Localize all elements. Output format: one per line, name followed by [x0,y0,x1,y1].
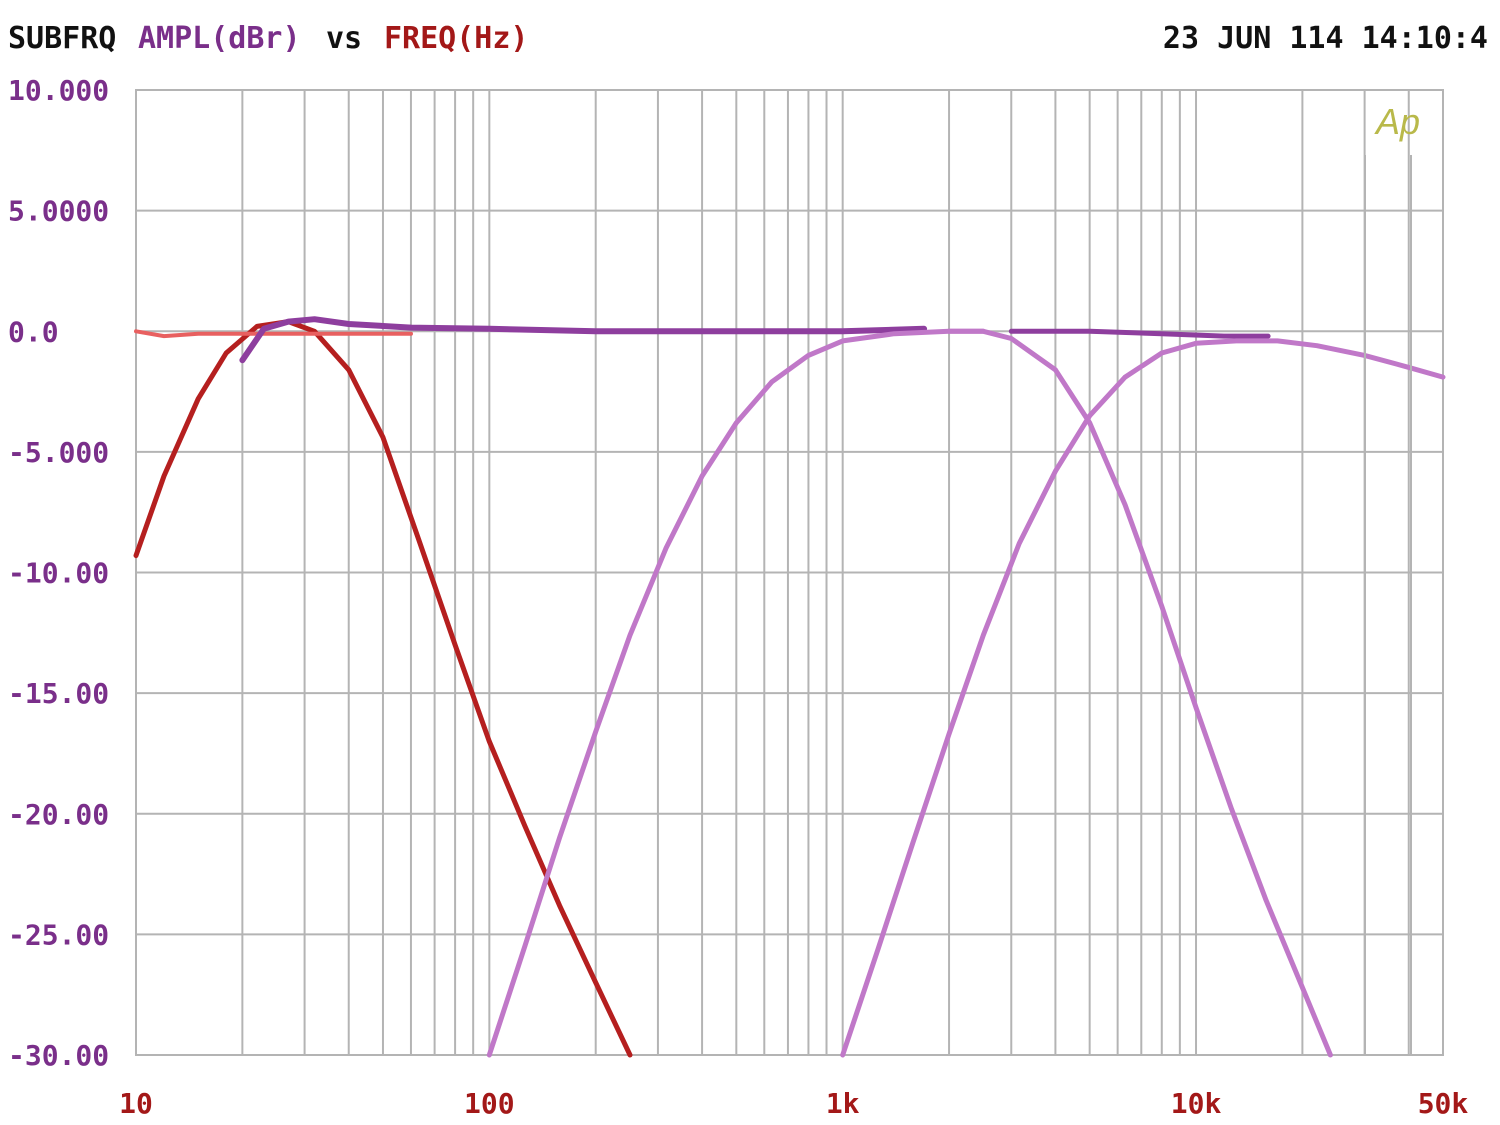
series-line [1008,328,1271,339]
series-line [134,329,413,339]
y-tick-label: -30.00 [8,1039,109,1072]
y-axis-title: AMPL(dBr) [138,21,301,56]
series-line [239,316,928,364]
x-tick-label: 10k [1171,1087,1222,1120]
x-tick-label: 1k [826,1087,860,1120]
x-tick-label: 50k [1418,1087,1469,1120]
series-line [486,328,986,1058]
y-tick-label: 10.000 [8,74,109,107]
x-tick-label: 10 [119,1087,153,1120]
series-line [840,338,1446,1058]
y-tick-label: 5.0000 [8,195,109,228]
grid [135,89,1444,1056]
series-line [946,328,1333,1058]
y-tick-label: -25.00 [8,918,109,951]
y-tick-label: -10.00 [8,557,109,590]
y-tick-label: -5.000 [8,436,109,469]
ap-logo: Ap [1374,101,1420,142]
y-tick-label: -20.00 [8,798,109,831]
x-tick-label: 100 [464,1087,515,1120]
y-axis-ticks: 10.000 5.0000 0.0 -5.000 -10.00 -15.00 -20.00 -… [8,74,109,1072]
timestamp: 23 JUN 114 14:10:4 [1163,21,1488,56]
y-tick-label: -15.00 [8,677,109,710]
measurement-name: SUBFRQ [8,21,116,56]
series-lines [133,316,1446,1058]
y-tick-label: 0.0 [8,315,59,348]
series-line [133,319,633,1058]
x-axis-ticks: 10 100 1k 10k 50k [119,1087,1468,1120]
versus-label: vs [326,21,362,56]
x-axis-title: FREQ(Hz) [384,21,529,56]
chart-header: SUBFRQ AMPL(dBr) vs FREQ(Hz) 23 JUN 114 … [8,21,1488,56]
logo-marks [1364,155,1412,1055]
